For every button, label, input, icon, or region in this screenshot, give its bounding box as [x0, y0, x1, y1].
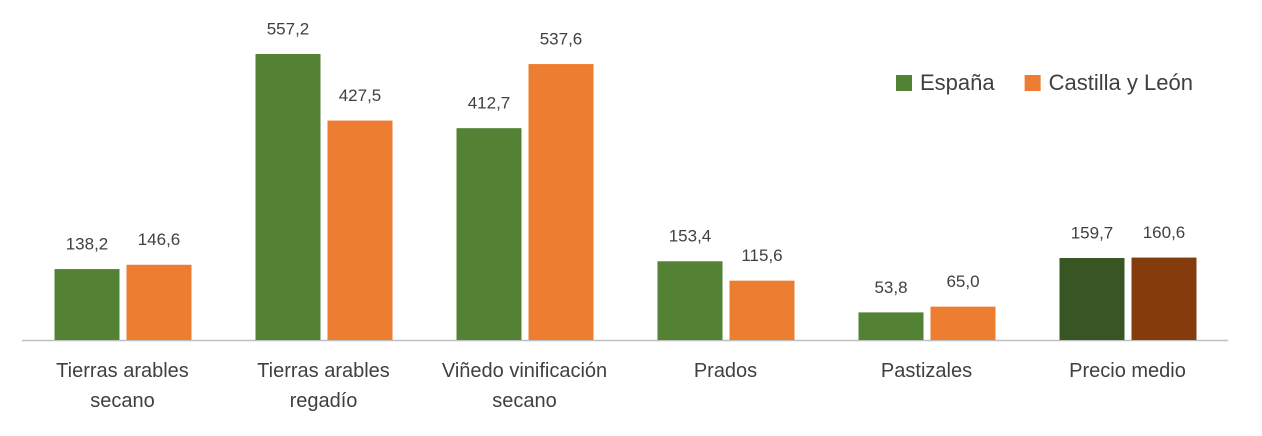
x-tick-label: Tierras arables secano — [56, 360, 189, 412]
value-label: 138,2 — [66, 235, 109, 254]
value-label: 160,6 — [1143, 223, 1186, 242]
value-label: 115,6 — [741, 246, 782, 265]
x-tick-label: Tierras arables regadío — [257, 360, 390, 412]
bar — [126, 264, 192, 340]
x-tick-label: Precio medio — [1069, 360, 1186, 382]
value-label: 159,7 — [1071, 224, 1114, 243]
x-tick-label: Prados — [693, 360, 758, 382]
x-tick-label: Viñedo vinificación secano — [441, 360, 608, 412]
bar — [1059, 258, 1125, 340]
value-label: 146,6 — [138, 230, 181, 249]
bar — [930, 306, 996, 340]
bar — [456, 128, 522, 340]
value-label: 53,8 — [874, 278, 907, 297]
legend-swatch — [896, 75, 912, 91]
bar — [657, 261, 723, 340]
legend-label: España — [920, 70, 995, 95]
bar — [255, 54, 321, 340]
bar — [1131, 257, 1197, 340]
x-tick-label: Pastizales — [880, 360, 973, 382]
value-label: 153,4 — [669, 227, 712, 246]
bar — [858, 312, 924, 340]
legend-swatch — [1024, 75, 1041, 91]
value-label: 427,5 — [339, 86, 382, 105]
bar — [729, 280, 795, 340]
bar — [327, 120, 393, 340]
value-label: 412,7 — [468, 94, 511, 113]
bar — [528, 64, 594, 340]
value-label: 65,0 — [946, 272, 979, 291]
value-label: 557,2 — [267, 19, 310, 38]
value-label: 537,6 — [540, 30, 583, 49]
bar — [54, 269, 120, 340]
legend-label: Castilla y León — [1049, 70, 1193, 95]
